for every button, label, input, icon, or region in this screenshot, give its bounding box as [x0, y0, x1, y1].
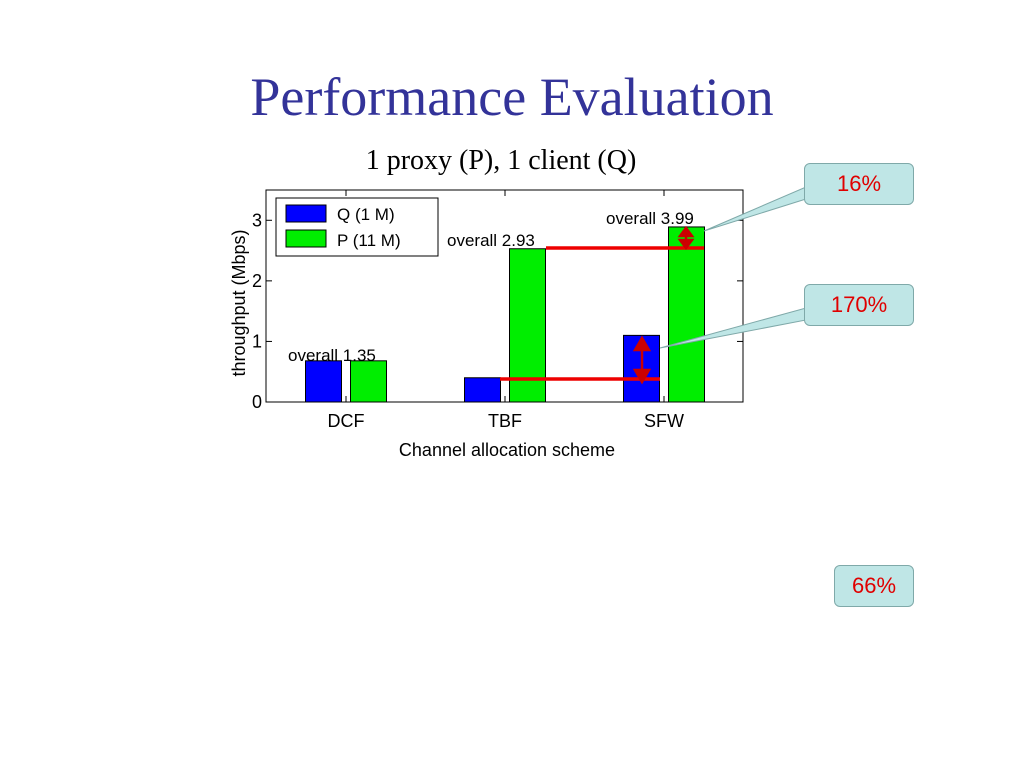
arrow-sfw-p	[677, 225, 695, 251]
y-axis-label: throughput (Mbps)	[229, 229, 249, 376]
y-tick-label: 0	[252, 392, 262, 412]
annotation-overall-sfw: overall 3.99	[606, 209, 694, 228]
x-tick-label-dcf: DCF	[328, 411, 365, 431]
chart-subtitle: 1 proxy (P), 1 client (Q)	[365, 145, 637, 176]
legend-swatch-p	[285, 229, 327, 248]
annotation-overall-dcf: overall 1.35	[288, 346, 376, 365]
y-tick-label: 3	[252, 210, 262, 230]
bar-p-sfw	[668, 226, 705, 403]
bar-q-tbf	[464, 377, 501, 403]
x-axis-label: Channel allocation scheme	[399, 440, 615, 460]
y-tick-label: 2	[252, 271, 262, 291]
arrow-sfw-q	[632, 335, 652, 385]
legend-label-q: Q (1 M)	[337, 205, 395, 224]
x-tick-label-tbf: TBF	[488, 411, 522, 431]
annotation-overall-tbf: overall 2.93	[447, 231, 535, 250]
bar-p-dcf	[350, 360, 387, 403]
y-tick-label: 1	[252, 331, 262, 351]
callout-66-percent: 66%	[834, 565, 914, 607]
callout-170-percent: 170%	[804, 284, 914, 326]
bar-p-tbf	[509, 248, 546, 403]
bar-q-dcf	[305, 360, 342, 403]
page-title: Performance Evaluation	[250, 67, 774, 127]
legend-label-p: P (11 M)	[337, 231, 401, 250]
callout-16-percent: 16%	[804, 163, 914, 205]
x-tick-label-sfw: SFW	[644, 411, 684, 431]
legend-swatch-q	[285, 204, 327, 223]
